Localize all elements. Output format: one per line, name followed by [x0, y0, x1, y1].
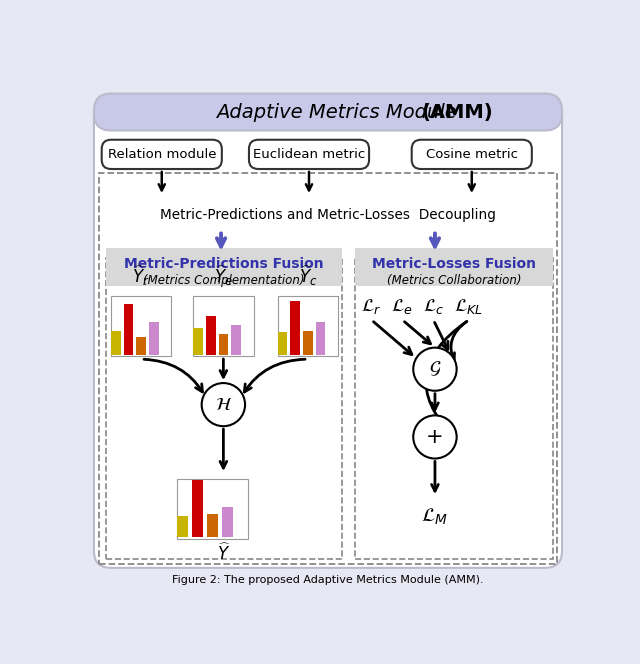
- Bar: [207, 514, 218, 537]
- Bar: [136, 337, 146, 355]
- Text: $\widehat{Y}_r$: $\widehat{Y}_r$: [132, 264, 150, 288]
- Text: Metric-Losses Fusion: Metric-Losses Fusion: [372, 258, 536, 272]
- Bar: [111, 296, 172, 356]
- Text: $\widehat{Y}_c$: $\widehat{Y}_c$: [299, 264, 317, 288]
- Text: $\mathcal{G}$: $\mathcal{G}$: [429, 360, 441, 378]
- Bar: [355, 248, 553, 286]
- Text: Cosine metric: Cosine metric: [426, 148, 518, 161]
- Bar: [303, 331, 312, 355]
- Bar: [177, 516, 188, 537]
- Text: $\mathcal{L}_{KL}$: $\mathcal{L}_{KL}$: [454, 297, 484, 315]
- Bar: [193, 296, 253, 356]
- Bar: [106, 248, 342, 286]
- Text: Metric-Predictions Fusion: Metric-Predictions Fusion: [124, 258, 324, 272]
- FancyBboxPatch shape: [412, 139, 532, 169]
- Text: $\mathcal{L}_r$: $\mathcal{L}_r$: [361, 297, 381, 315]
- Bar: [221, 507, 233, 537]
- FancyBboxPatch shape: [94, 98, 562, 568]
- Bar: [106, 258, 342, 558]
- FancyBboxPatch shape: [102, 139, 222, 169]
- Text: +: +: [426, 427, 444, 447]
- Text: (AMM): (AMM): [421, 102, 493, 122]
- Bar: [206, 315, 216, 355]
- Bar: [355, 258, 553, 558]
- Circle shape: [413, 348, 457, 390]
- Text: Adaptive Metrics Module: Adaptive Metrics Module: [216, 102, 456, 122]
- FancyBboxPatch shape: [94, 94, 562, 131]
- Text: $\mathcal{H}$: $\mathcal{H}$: [215, 396, 232, 414]
- Bar: [278, 296, 338, 356]
- Text: (Metrics Complementation): (Metrics Complementation): [143, 274, 305, 287]
- Bar: [219, 333, 228, 355]
- Circle shape: [202, 383, 245, 426]
- Bar: [99, 173, 557, 564]
- Bar: [111, 331, 121, 355]
- Text: $\widehat{Y}$: $\widehat{Y}$: [216, 542, 230, 564]
- Bar: [124, 303, 133, 355]
- Bar: [291, 301, 300, 355]
- Bar: [193, 327, 203, 355]
- Bar: [316, 321, 325, 355]
- Bar: [177, 479, 248, 539]
- Text: $\mathcal{L}_c$: $\mathcal{L}_c$: [422, 297, 444, 315]
- Text: Euclidean metric: Euclidean metric: [253, 148, 365, 161]
- Circle shape: [413, 416, 457, 459]
- Text: $\widehat{Y}_e$: $\widehat{Y}_e$: [214, 264, 233, 288]
- Bar: [149, 321, 159, 355]
- Text: Relation module: Relation module: [108, 148, 216, 161]
- Bar: [278, 332, 287, 355]
- Bar: [192, 480, 204, 537]
- Bar: [231, 325, 241, 355]
- FancyBboxPatch shape: [249, 139, 369, 169]
- Text: (Metrics Collaboration): (Metrics Collaboration): [387, 274, 521, 287]
- Text: Figure 2: The proposed Adaptive Metrics Module (AMM).: Figure 2: The proposed Adaptive Metrics …: [172, 575, 484, 585]
- Text: $\mathcal{L}_e$: $\mathcal{L}_e$: [392, 297, 413, 315]
- Text: Metric-Predictions and Metric-Losses  Decoupling: Metric-Predictions and Metric-Losses Dec…: [160, 208, 496, 222]
- Text: $\mathcal{L}_M$: $\mathcal{L}_M$: [421, 506, 449, 527]
